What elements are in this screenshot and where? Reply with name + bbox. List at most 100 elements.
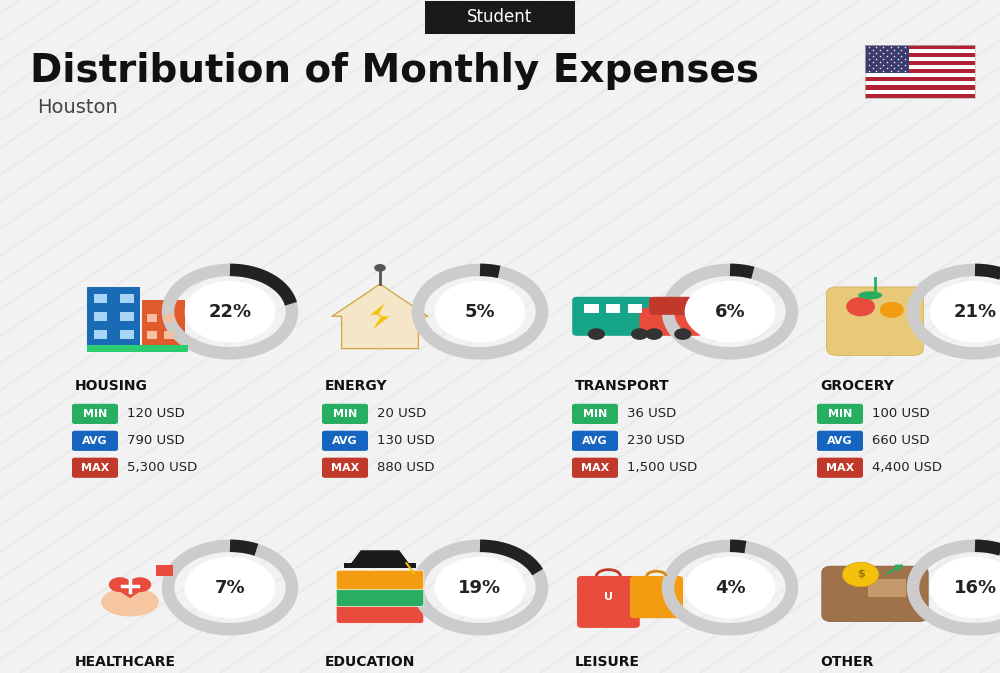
Bar: [120, 294, 134, 304]
Bar: [164, 314, 174, 322]
Text: MAX: MAX: [581, 463, 609, 472]
Bar: [865, 45, 909, 73]
FancyBboxPatch shape: [817, 431, 863, 451]
Text: MAX: MAX: [331, 463, 359, 472]
Text: 230 USD: 230 USD: [627, 434, 685, 448]
FancyBboxPatch shape: [322, 431, 368, 451]
FancyBboxPatch shape: [572, 297, 654, 336]
Circle shape: [930, 557, 1000, 618]
FancyBboxPatch shape: [630, 576, 683, 618]
Circle shape: [588, 328, 605, 340]
Bar: [87, 287, 140, 345]
FancyBboxPatch shape: [572, 404, 618, 424]
Circle shape: [129, 577, 151, 592]
Text: 5%: 5%: [465, 303, 495, 320]
Circle shape: [185, 557, 275, 618]
Bar: [628, 304, 642, 313]
FancyBboxPatch shape: [639, 308, 702, 336]
Text: 16%: 16%: [953, 579, 997, 596]
FancyBboxPatch shape: [822, 566, 928, 622]
Bar: [865, 85, 975, 90]
Bar: [147, 314, 157, 322]
FancyBboxPatch shape: [336, 604, 424, 623]
Text: MAX: MAX: [826, 463, 854, 472]
Circle shape: [645, 328, 663, 340]
Polygon shape: [351, 551, 409, 563]
Bar: [865, 53, 975, 57]
Text: 790 USD: 790 USD: [127, 434, 185, 448]
Text: Student: Student: [467, 9, 533, 26]
Bar: [865, 45, 975, 98]
Circle shape: [685, 281, 775, 342]
Text: HOUSING: HOUSING: [75, 379, 148, 393]
Bar: [865, 61, 975, 65]
Text: HEALTHCARE: HEALTHCARE: [75, 655, 176, 669]
Bar: [865, 69, 975, 73]
Text: 880 USD: 880 USD: [377, 461, 434, 474]
Circle shape: [846, 297, 875, 316]
Bar: [120, 312, 134, 321]
FancyBboxPatch shape: [72, 404, 118, 424]
Text: $: $: [857, 569, 864, 579]
Polygon shape: [332, 284, 428, 349]
FancyBboxPatch shape: [649, 297, 693, 315]
Text: MIN: MIN: [828, 409, 852, 419]
Bar: [94, 330, 107, 339]
Bar: [865, 49, 975, 53]
Text: 120 USD: 120 USD: [127, 407, 185, 421]
FancyBboxPatch shape: [72, 431, 118, 451]
Circle shape: [374, 264, 386, 272]
Circle shape: [674, 328, 691, 340]
Text: 4%: 4%: [715, 579, 745, 596]
Bar: [94, 312, 107, 321]
Text: Houston: Houston: [37, 98, 118, 117]
Text: 130 USD: 130 USD: [377, 434, 435, 448]
Bar: [156, 565, 173, 576]
Text: MIN: MIN: [583, 409, 607, 419]
Bar: [865, 57, 975, 61]
Bar: [87, 345, 188, 352]
Text: 4,400 USD: 4,400 USD: [872, 461, 942, 474]
Ellipse shape: [858, 291, 882, 299]
Text: 5,300 USD: 5,300 USD: [127, 461, 197, 474]
FancyBboxPatch shape: [322, 458, 368, 478]
Bar: [865, 45, 975, 49]
Text: OTHER: OTHER: [820, 655, 873, 669]
Circle shape: [880, 302, 904, 318]
Bar: [865, 73, 975, 77]
Text: U: U: [604, 592, 613, 602]
Bar: [606, 304, 620, 313]
Circle shape: [109, 577, 131, 592]
Text: GROCERY: GROCERY: [820, 379, 894, 393]
Text: 36 USD: 36 USD: [627, 407, 676, 421]
FancyBboxPatch shape: [572, 431, 618, 451]
FancyBboxPatch shape: [817, 458, 863, 478]
FancyBboxPatch shape: [336, 587, 424, 606]
Polygon shape: [370, 304, 390, 329]
Polygon shape: [110, 585, 150, 598]
Bar: [164, 331, 174, 339]
Ellipse shape: [101, 588, 159, 616]
FancyBboxPatch shape: [827, 287, 923, 355]
Circle shape: [435, 557, 525, 618]
Bar: [142, 300, 185, 345]
Bar: [147, 331, 157, 339]
Text: 20 USD: 20 USD: [377, 407, 426, 421]
Circle shape: [685, 557, 775, 618]
Text: TRANSPORT: TRANSPORT: [575, 379, 670, 393]
Bar: [865, 81, 975, 85]
Bar: [120, 330, 134, 339]
Text: AVG: AVG: [332, 436, 358, 446]
Text: MIN: MIN: [83, 409, 107, 419]
Bar: [865, 94, 975, 98]
Text: 660 USD: 660 USD: [872, 434, 930, 448]
Text: 7%: 7%: [215, 579, 245, 596]
FancyBboxPatch shape: [577, 576, 640, 628]
Bar: [865, 77, 975, 81]
Bar: [584, 304, 599, 313]
Text: AVG: AVG: [827, 436, 853, 446]
Circle shape: [930, 281, 1000, 342]
Bar: [865, 65, 975, 69]
Circle shape: [435, 281, 525, 342]
Bar: [94, 294, 107, 304]
